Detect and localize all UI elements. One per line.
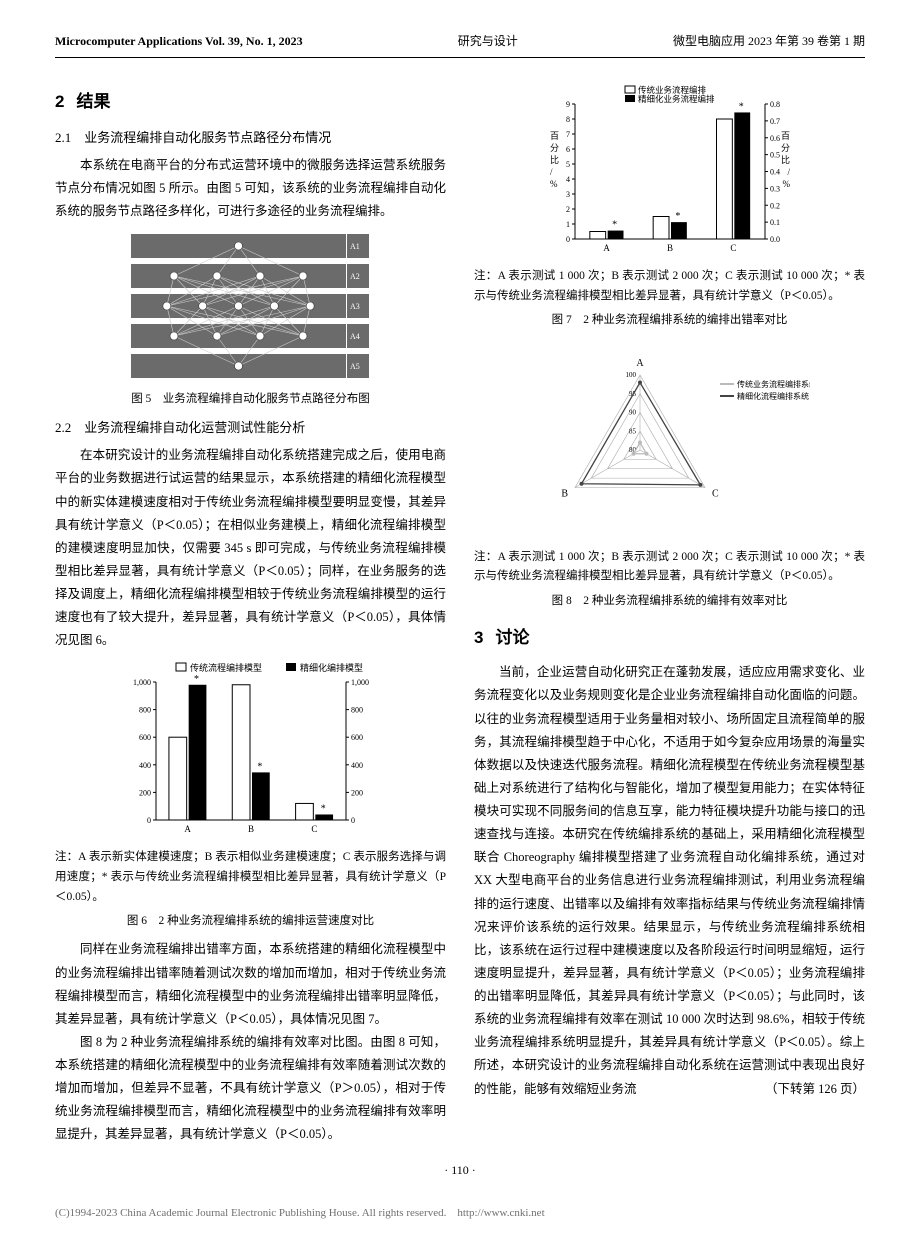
svg-text:B: B <box>666 243 672 253</box>
svg-text:C: C <box>311 824 317 834</box>
svg-text:3: 3 <box>566 190 570 199</box>
svg-text:800: 800 <box>351 706 363 715</box>
continue-note: （下转第 126 页） <box>740 1078 865 1101</box>
header-center: 研究与设计 <box>458 30 518 52</box>
svg-text:B: B <box>561 488 568 499</box>
figure-8: ABC80859095100传统业务流程编排系统精细化流程编排系统 <box>474 340 865 540</box>
svg-text:*: * <box>738 102 743 113</box>
svg-text:600: 600 <box>351 734 363 743</box>
svg-text:A1: A1 <box>350 242 360 251</box>
svg-text:A4: A4 <box>350 332 360 341</box>
section-2-heading: 2结果 <box>55 86 446 117</box>
section-3-heading: 3讨论 <box>474 622 865 653</box>
svg-text:A2: A2 <box>350 272 360 281</box>
svg-text:800: 800 <box>139 706 151 715</box>
svg-text:7: 7 <box>566 130 570 139</box>
svg-text:0.4: 0.4 <box>770 168 780 177</box>
svg-text:5: 5 <box>566 160 570 169</box>
svg-text:/: / <box>550 167 553 177</box>
svg-text:比: 比 <box>550 154 559 165</box>
svg-text:0.3: 0.3 <box>770 185 780 194</box>
svg-text:9: 9 <box>566 100 570 109</box>
figure-8-note: 注：A 表示测试 1 000 次；B 表示测试 2 000 次；C 表示测试 1… <box>474 548 865 587</box>
header-left: Microcomputer Applications Vol. 39, No. … <box>55 30 303 52</box>
svg-text:400: 400 <box>139 761 151 770</box>
subsection-2-2: 2.2 业务流程编排自动化运营测试性能分析 <box>55 416 446 440</box>
svg-text:0.2: 0.2 <box>770 201 780 210</box>
para-3: 当前，企业运营自动化研究正在蓬勃发展，适应应用需求变化、业务流程变化以及业务规则… <box>474 661 865 1100</box>
svg-text:B: B <box>247 824 253 834</box>
svg-text:0.1: 0.1 <box>770 218 780 227</box>
svg-text:1,000: 1,000 <box>133 678 151 687</box>
page-header: Microcomputer Applications Vol. 39, No. … <box>55 30 865 58</box>
svg-text:2: 2 <box>566 205 570 214</box>
subsection-2-1: 2.1 业务流程编排自动化服务节点路径分布情况 <box>55 126 446 150</box>
svg-text:精细化编排模型: 精细化编排模型 <box>300 662 363 673</box>
svg-text:400: 400 <box>351 761 363 770</box>
footer-link[interactable]: http://www.cnki.net <box>457 1207 544 1219</box>
left-column: 2结果 2.1 业务流程编排自动化服务节点路径分布情况 本系统在电商平台的分布式… <box>55 76 446 1146</box>
para-2-2b: 同样在业务流程编排出错率方面，本系统搭建的精细化流程模型中的业务流程编排出错率随… <box>55 938 446 1031</box>
para-2-2a: 在本研究设计的业务流程编排自动化系统搭建完成之后，使用电商平台的业务数据进行试运… <box>55 444 446 652</box>
figure-5-caption: 图 5 业务流程编排自动化服务节点路径分布图 <box>55 389 446 410</box>
svg-text:百: 百 <box>550 131 559 141</box>
svg-text:比: 比 <box>780 154 789 165</box>
svg-text:*: * <box>675 211 680 222</box>
svg-text:1: 1 <box>566 220 570 229</box>
svg-text:0.7: 0.7 <box>770 117 780 126</box>
figure-8-caption: 图 8 2 种业务流程编排系统的编排有效率对比 <box>474 591 865 612</box>
svg-text:600: 600 <box>139 734 151 743</box>
figure-7-caption: 图 7 2 种业务流程编排系统的编排出错率对比 <box>474 310 865 331</box>
svg-text:精细化流程编排系统: 精细化流程编排系统 <box>737 391 809 401</box>
svg-text:0: 0 <box>566 235 570 244</box>
svg-text:A: A <box>184 824 191 834</box>
svg-text:*: * <box>257 762 262 773</box>
figure-7-note: 注：A 表示测试 1 000 次；B 表示测试 2 000 次；C 表示测试 1… <box>474 267 865 306</box>
svg-text:4: 4 <box>566 175 570 184</box>
svg-text:C: C <box>730 243 736 253</box>
svg-text:0.6: 0.6 <box>770 134 780 143</box>
svg-text:分: 分 <box>550 143 559 153</box>
svg-text:/: / <box>787 167 790 177</box>
header-right: 微型电脑应用 2023 年第 39 卷第 1 期 <box>673 30 865 52</box>
svg-text:90: 90 <box>629 408 637 416</box>
svg-text:1,000: 1,000 <box>351 678 369 687</box>
svg-text:0.0: 0.0 <box>770 235 780 244</box>
page-number: · 110 · <box>55 1159 865 1181</box>
svg-text:*: * <box>194 674 199 685</box>
svg-text:0.8: 0.8 <box>770 100 780 109</box>
figure-5: A1A1A2A2A3A3A4A4A5A5 <box>55 231 446 381</box>
svg-text:*: * <box>320 804 325 815</box>
svg-text:C: C <box>712 488 719 499</box>
svg-text:0.5: 0.5 <box>770 151 780 160</box>
figure-6-note: 注：A 表示新实体建模速度；B 表示相似业务建模速度；C 表示服务选择与调用速度… <box>55 848 446 907</box>
svg-text:百: 百 <box>780 131 789 141</box>
figure-6-caption: 图 6 2 种业务流程编排系统的编排运营速度对比 <box>55 911 446 932</box>
para-2-1: 本系统在电商平台的分布式运营环境中的微服务选择运营系统服务节点分布情况如图 5 … <box>55 154 446 223</box>
svg-text:分: 分 <box>780 143 789 153</box>
svg-text:传统流程编排模型: 传统流程编排模型 <box>190 662 262 673</box>
svg-text:0: 0 <box>351 816 355 825</box>
svg-text:200: 200 <box>139 789 151 798</box>
svg-text:A3: A3 <box>350 302 360 311</box>
svg-text:A: A <box>603 243 610 253</box>
svg-text:%: % <box>782 179 790 189</box>
footer: (C)1994-2023 China Academic Journal Elec… <box>55 1203 865 1223</box>
figure-7: 传统业务流程编排精细化业务流程编排01234567890.00.10.20.30… <box>474 84 865 259</box>
svg-text:85: 85 <box>629 427 637 435</box>
svg-text:100: 100 <box>625 371 636 379</box>
svg-text:8: 8 <box>566 115 570 124</box>
right-column: 传统业务流程编排精细化业务流程编排01234567890.00.10.20.30… <box>474 76 865 1146</box>
svg-text:传统业务流程编排系统: 传统业务流程编排系统 <box>737 379 810 389</box>
svg-text:A: A <box>636 358 644 369</box>
svg-text:精细化业务流程编排: 精细化业务流程编排 <box>638 94 715 104</box>
para-2-2c: 图 8 为 2 种业务流程编排系统的编排有效率对比图。由图 8 可知，本系统搭建… <box>55 1031 446 1147</box>
svg-text:%: % <box>550 179 558 189</box>
figure-6: 传统流程编排模型 精细化编排模型 0 0 200 200 400 400 600 600 800 80… <box>55 660 446 840</box>
svg-text:A5: A5 <box>350 362 360 371</box>
svg-text:200: 200 <box>351 789 363 798</box>
svg-text:*: * <box>612 220 617 231</box>
svg-text:0: 0 <box>147 816 151 825</box>
svg-text:6: 6 <box>566 145 570 154</box>
